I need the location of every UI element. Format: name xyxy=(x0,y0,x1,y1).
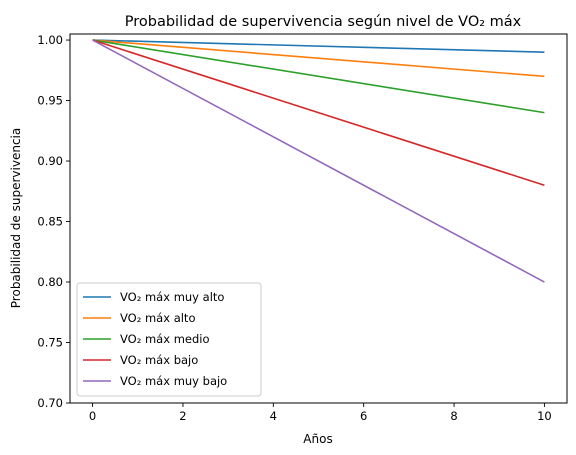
x-tick-label: 0 xyxy=(89,409,96,423)
series-line-5 xyxy=(92,39,545,283)
plot-frame xyxy=(69,33,568,404)
x-tick-label: 6 xyxy=(360,409,367,423)
y-axis-label: Probabilidad de supervivencia xyxy=(9,128,23,308)
legend-label: VO₂ máx medio xyxy=(120,332,210,346)
x-tick-label: 8 xyxy=(450,409,457,423)
x-tick-label: 4 xyxy=(270,409,277,423)
y-tick-label: 0.85 xyxy=(37,215,63,229)
legend: VO₂ máx muy alto VO₂ máx alto VO₂ máx medi… xyxy=(76,282,262,397)
y-axis-ticks: 0.70 0.75 0.80 0.85 0.90 0.95 1.00 xyxy=(37,33,70,410)
series-line-3 xyxy=(92,39,545,114)
legend-box xyxy=(76,282,262,397)
y-tick-label: 0.80 xyxy=(37,275,63,289)
y-tick-label: 0.75 xyxy=(37,336,63,350)
series-line-2 xyxy=(92,39,545,78)
legend-label: VO₂ máx bajo xyxy=(120,353,198,367)
legend-label: VO₂ máx muy alto xyxy=(120,290,224,304)
series-line-1 xyxy=(92,39,545,53)
x-axis-label: Años xyxy=(303,432,332,446)
y-tick-label: 0.70 xyxy=(37,396,63,410)
y-tick-label: 0.95 xyxy=(37,94,63,108)
y-tick-label: 0.90 xyxy=(37,154,63,168)
series-line-4 xyxy=(92,39,545,186)
x-axis-ticks: 0 2 4 6 8 10 xyxy=(89,403,552,423)
x-tick-label: 10 xyxy=(537,409,552,423)
legend-label: VO₂ máx alto xyxy=(120,311,195,325)
x-tick-label: 2 xyxy=(179,409,186,423)
plot-lines xyxy=(92,39,545,283)
chart-title: Probabilidad de supervivencia según nive… xyxy=(125,14,522,30)
legend-label: VO₂ máx muy bajo xyxy=(120,374,227,388)
y-tick-label: 1.00 xyxy=(37,33,63,47)
